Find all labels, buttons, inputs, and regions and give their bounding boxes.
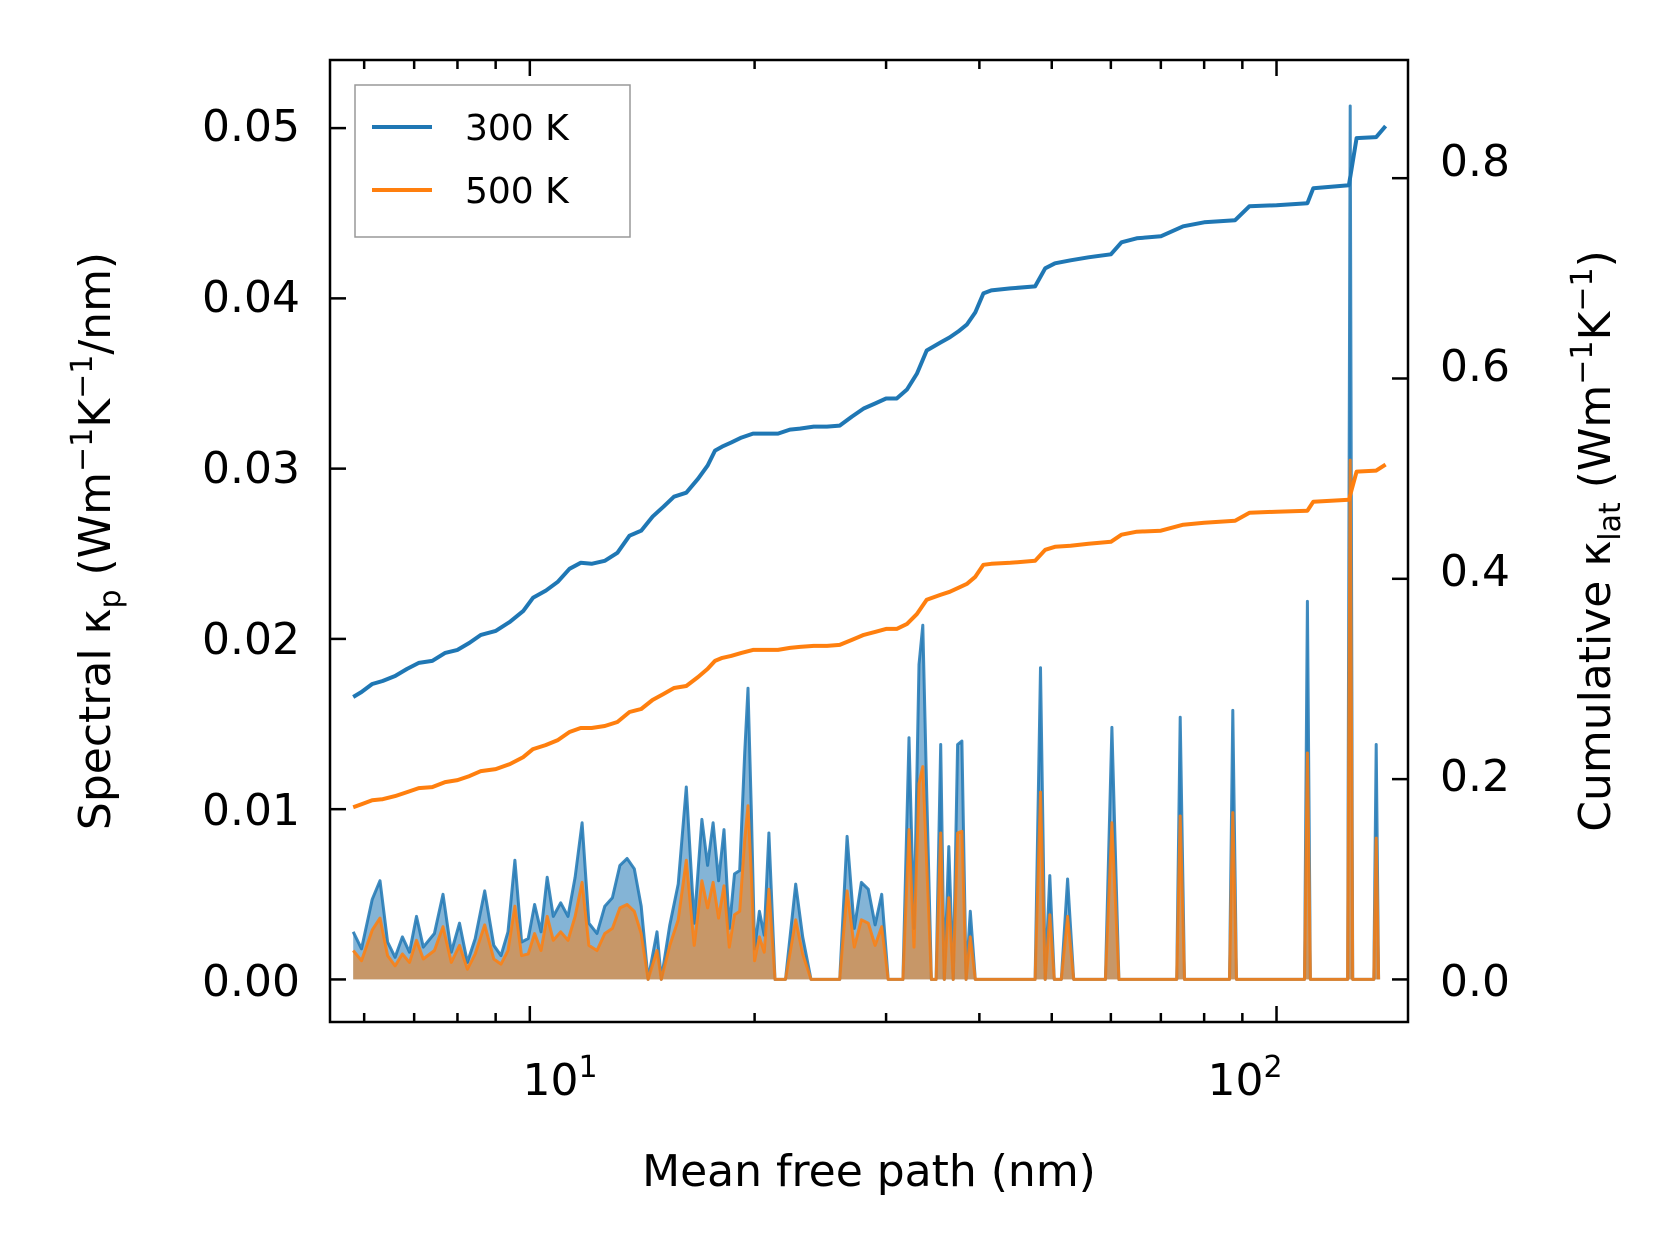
y-right-tick-label-0: 0.0 bbox=[1440, 956, 1510, 1007]
y-left-tick-label-2: 0.02 bbox=[202, 614, 300, 665]
y-left-tick-label-4: 0.04 bbox=[202, 272, 300, 323]
y-axis-left-label: Spectral κp (Wm−1K−1/nm) bbox=[65, 252, 128, 830]
x-tick-label-100: 102 bbox=[1207, 1050, 1282, 1106]
axis-ticks bbox=[330, 60, 1408, 1022]
svg-text:102: 102 bbox=[1207, 1050, 1282, 1106]
y-right-tick-label-1: 0.2 bbox=[1440, 751, 1510, 802]
svg-text:Spectral κp (Wm−1K−1/nm): Spectral κp (Wm−1K−1/nm) bbox=[65, 252, 128, 830]
y-axis-right-label: Cumulative κlat (Wm−1K−1) bbox=[1565, 250, 1628, 832]
legend-label-500k: 500 K bbox=[465, 171, 570, 212]
line-300-k-cumulative bbox=[352, 124, 1388, 699]
line-500-k-cumulative bbox=[352, 462, 1387, 810]
plot-frame bbox=[328, 58, 1410, 1024]
x-axis-label: Mean free path (nm) bbox=[642, 1146, 1096, 1197]
legend: 300 K 500 K bbox=[354, 84, 631, 238]
svg-text:101: 101 bbox=[522, 1050, 597, 1106]
y-left-tick-label-5: 0.05 bbox=[202, 101, 300, 152]
y-left-tick-label-1: 0.01 bbox=[202, 785, 300, 836]
y-left-tick-label-0: 0.00 bbox=[202, 956, 300, 1007]
legend-label-300k: 300 K bbox=[465, 108, 570, 149]
y-right-tick-label-3: 0.6 bbox=[1440, 341, 1510, 392]
y-right-tick-label-2: 0.4 bbox=[1440, 546, 1510, 597]
y-right-tick-label-4: 0.8 bbox=[1440, 136, 1510, 187]
y-left-tick-label-3: 0.03 bbox=[202, 443, 300, 494]
legend-box bbox=[354, 84, 631, 238]
x-tick-label-10: 101 bbox=[522, 1050, 597, 1106]
series-lines bbox=[351, 104, 1388, 981]
line-500-k-spectral bbox=[352, 458, 1381, 981]
svg-text:Cumulative κlat (Wm−1K−1): Cumulative κlat (Wm−1K−1) bbox=[1565, 250, 1628, 832]
